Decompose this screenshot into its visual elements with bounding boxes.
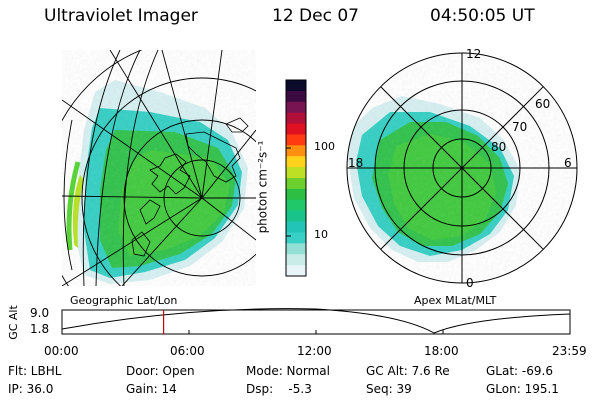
info-dsp: Dsp: -5.3 xyxy=(246,382,312,396)
coastline xyxy=(131,117,249,257)
colorbar-segment xyxy=(286,221,306,233)
colorbar-segment xyxy=(286,134,306,146)
mlat-label-80: 80 xyxy=(491,140,507,154)
info-glat: GLat: -69.6 xyxy=(486,364,553,378)
colorbar-segment xyxy=(286,254,306,266)
colorbar-segment xyxy=(286,210,306,223)
info-gc-alt: GC Alt: 7.6 Re xyxy=(366,364,450,378)
colorbar-segment xyxy=(286,112,306,125)
altitude-y-label: GC Alt xyxy=(6,305,20,340)
colorbar-segment xyxy=(286,123,306,135)
colorbar-segment xyxy=(286,90,306,103)
info-ip: IP: 36.0 xyxy=(8,382,54,396)
geographic-map xyxy=(62,50,256,286)
colorbar-tick-100: 100 xyxy=(314,140,335,153)
altitude-curve xyxy=(61,308,571,334)
mlt-label-6: 6 xyxy=(564,156,572,170)
colorbar-segment xyxy=(286,178,306,190)
info-gain: Gain: 14 xyxy=(126,382,177,396)
earth-limb xyxy=(63,119,73,271)
altitude-y-tick-bottom: 1.8 xyxy=(30,322,50,336)
colorbar-segment xyxy=(286,243,306,255)
mlt-label-0: 0 xyxy=(466,276,474,290)
altitude-x-tick: 23:59 xyxy=(552,344,587,358)
geo-limb-band xyxy=(72,175,84,248)
time-label: 04:50:05 UT xyxy=(430,6,535,26)
colorbar-label: photon cm⁻²s⁻¹ xyxy=(255,140,270,234)
altitude-x-tick: 18:00 xyxy=(424,344,459,358)
colorbar-segment xyxy=(286,145,306,157)
altitude-x-tick: 00:00 xyxy=(44,344,79,358)
info-filter: Flt: LBHL xyxy=(8,364,62,378)
info-seq: Seq: 39 xyxy=(366,382,412,396)
apex-map-title: Apex MLat/MLT xyxy=(414,294,497,307)
info-mode: Mode: Normal xyxy=(246,364,330,378)
mlt-label-12: 12 xyxy=(466,47,482,61)
colorbar-segment xyxy=(286,232,306,244)
mlt-label-18: 18 xyxy=(348,156,364,170)
mlat-label-60: 60 xyxy=(535,97,551,111)
altitude-y-tick-top: 9.0 xyxy=(30,306,50,320)
colorbar-segment xyxy=(286,188,306,201)
info-door: Door: Open xyxy=(126,364,195,378)
mlat-label-70: 70 xyxy=(512,120,528,134)
colorbar-tick-10: 10 xyxy=(314,228,328,241)
apex-grid xyxy=(346,52,578,284)
colorbar-segment xyxy=(286,156,306,168)
apex-map xyxy=(346,52,578,284)
colorbar-segment xyxy=(286,167,306,179)
info-glon: GLon: 195.1 xyxy=(486,382,559,396)
colorbar-segment xyxy=(286,265,306,277)
date-label: 12 Dec 07 xyxy=(272,6,359,26)
colorbar-segment xyxy=(286,101,306,114)
geo-grid xyxy=(62,50,256,286)
altitude-x-tick: 12:00 xyxy=(297,344,332,358)
colorbar-segment xyxy=(286,80,306,92)
geographic-map-title: Geographic Lat/Lon xyxy=(70,294,178,307)
colorbar-segment xyxy=(286,199,306,212)
colorbar xyxy=(285,79,307,277)
altitude-plot xyxy=(61,308,571,335)
instrument-title: Ultraviolet Imager xyxy=(44,6,198,26)
altitude-x-tick: 06:00 xyxy=(170,344,205,358)
